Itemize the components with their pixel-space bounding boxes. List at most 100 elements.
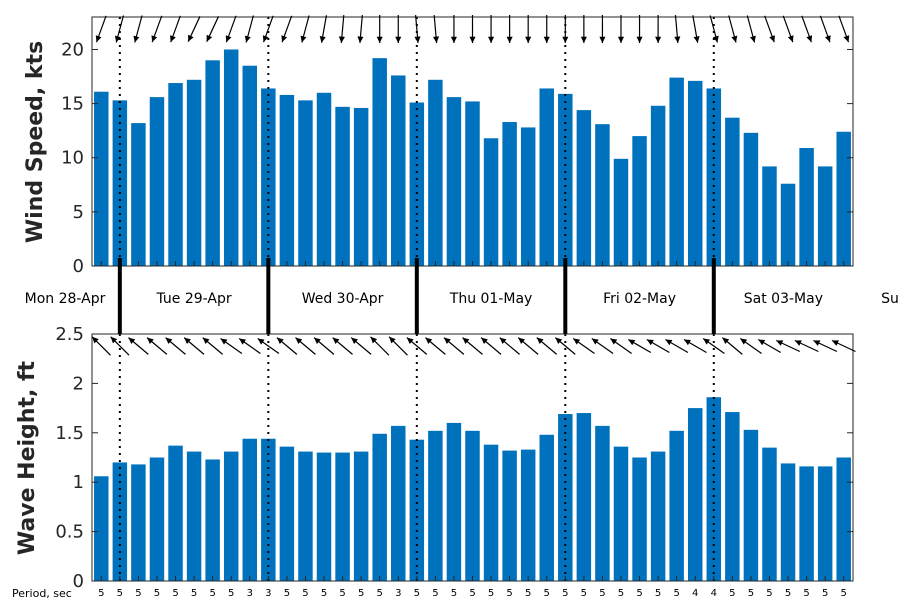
arrow-head: [469, 36, 476, 43]
period-value: 5: [414, 588, 420, 599]
wind-y-axis-label: Wind Speed, kts: [23, 41, 48, 243]
period-value: 5: [469, 588, 475, 599]
bar: [687, 80, 703, 266]
arrow-head: [276, 337, 284, 345]
direction-arrow: [599, 15, 606, 43]
bar: [613, 446, 629, 581]
direction-arrow: [225, 15, 237, 43]
direction-arrow: [319, 15, 328, 43]
arrow-head: [776, 340, 784, 346]
arrow-head: [555, 337, 563, 345]
direction-arrow: [728, 15, 738, 43]
bar: [465, 430, 480, 581]
bar: [261, 88, 276, 266]
y-tick-label: 2: [73, 373, 84, 394]
bar: [242, 438, 258, 581]
bar: [650, 451, 666, 581]
bar: [762, 447, 777, 581]
arrow-head: [151, 35, 158, 43]
direction-arrow: [764, 15, 775, 43]
bar: [428, 79, 443, 266]
arrow-head: [114, 35, 121, 43]
direction-arrow: [646, 338, 670, 354]
arrow-head: [518, 337, 526, 345]
arrow-head: [813, 340, 821, 346]
y-tick-label: 2.5: [55, 324, 84, 345]
direction-arrow: [617, 15, 625, 43]
arrow-head: [225, 35, 232, 43]
arrow-head: [769, 35, 775, 43]
bar: [391, 425, 406, 581]
direction-arrow: [262, 15, 274, 43]
period-value: 5: [432, 588, 438, 599]
wave-height-panel: 0 0.5 1 1.5 2 2.5 5 5 5 5 5 5 5 5 3 3 5 5 5 5 5 5 3 5 5 5 5 5 5 5 5 5 5 5…: [55, 324, 856, 599]
direction-arrow: [295, 337, 316, 355]
bar: [725, 117, 740, 266]
arrow-head: [188, 34, 194, 42]
bar: [632, 136, 647, 266]
bar: [446, 97, 462, 267]
direction-arrow: [665, 338, 689, 354]
direction-arrow: [187, 16, 201, 42]
direction-arrow: [683, 338, 707, 354]
arrow-head: [712, 35, 719, 43]
direction-arrow: [388, 336, 408, 356]
arrow-head: [376, 36, 383, 43]
period-value: 3: [265, 588, 271, 599]
period-value: 5: [841, 588, 847, 599]
bar: [706, 88, 722, 266]
direction-arrow: [506, 15, 513, 43]
arrow-head: [831, 340, 839, 346]
bar: [205, 459, 220, 581]
direction-arrow: [128, 337, 149, 355]
period-value: 5: [822, 588, 828, 599]
bar: [595, 124, 610, 267]
bar: [353, 451, 369, 581]
bar: [149, 457, 165, 581]
direction-arrow: [357, 15, 364, 43]
period-value: 5: [618, 588, 624, 599]
period-value: 5: [284, 588, 290, 599]
arrow-head: [395, 36, 402, 43]
bar: [131, 464, 146, 581]
direction-arrow: [146, 337, 168, 355]
direction-arrow: [281, 15, 293, 43]
arrow-head: [262, 35, 269, 43]
bar: [725, 412, 740, 581]
arrow-head: [824, 35, 831, 43]
direction-arrow: [517, 337, 539, 355]
bar: [298, 451, 313, 581]
wave-y-axis-label: Wave Height, ft: [15, 360, 40, 555]
bar: [316, 92, 332, 266]
direction-arrow: [572, 338, 595, 354]
direction-arrow: [655, 15, 662, 43]
bar: [223, 49, 239, 267]
period-value: 5: [785, 588, 791, 599]
arrow-head: [370, 336, 378, 344]
period-value: 5: [321, 588, 327, 599]
arrow-head: [338, 36, 345, 43]
direction-arrow: [739, 338, 762, 354]
wind-speed-panel: 0 5 10 15 20: [61, 15, 854, 277]
direction-arrow: [627, 338, 652, 354]
bar: [836, 131, 851, 266]
direction-arrow: [709, 15, 719, 43]
direction-arrow: [831, 339, 856, 353]
direction-arrow: [406, 337, 428, 355]
bar: [131, 123, 146, 267]
arrow-head: [562, 36, 569, 43]
period-value: 5: [191, 588, 197, 599]
period-value: 5: [228, 588, 234, 599]
direction-arrow: [469, 15, 476, 43]
bar: [446, 422, 462, 581]
period-value: 5: [209, 588, 215, 599]
arrow-head: [257, 338, 265, 345]
arrow-head: [220, 338, 228, 345]
day-label: Su: [881, 291, 899, 307]
direction-arrow: [151, 15, 163, 43]
arrow-head: [414, 36, 421, 43]
direction-arrow: [433, 15, 440, 43]
direction-arrow: [480, 337, 502, 355]
arrow-head: [488, 36, 495, 43]
